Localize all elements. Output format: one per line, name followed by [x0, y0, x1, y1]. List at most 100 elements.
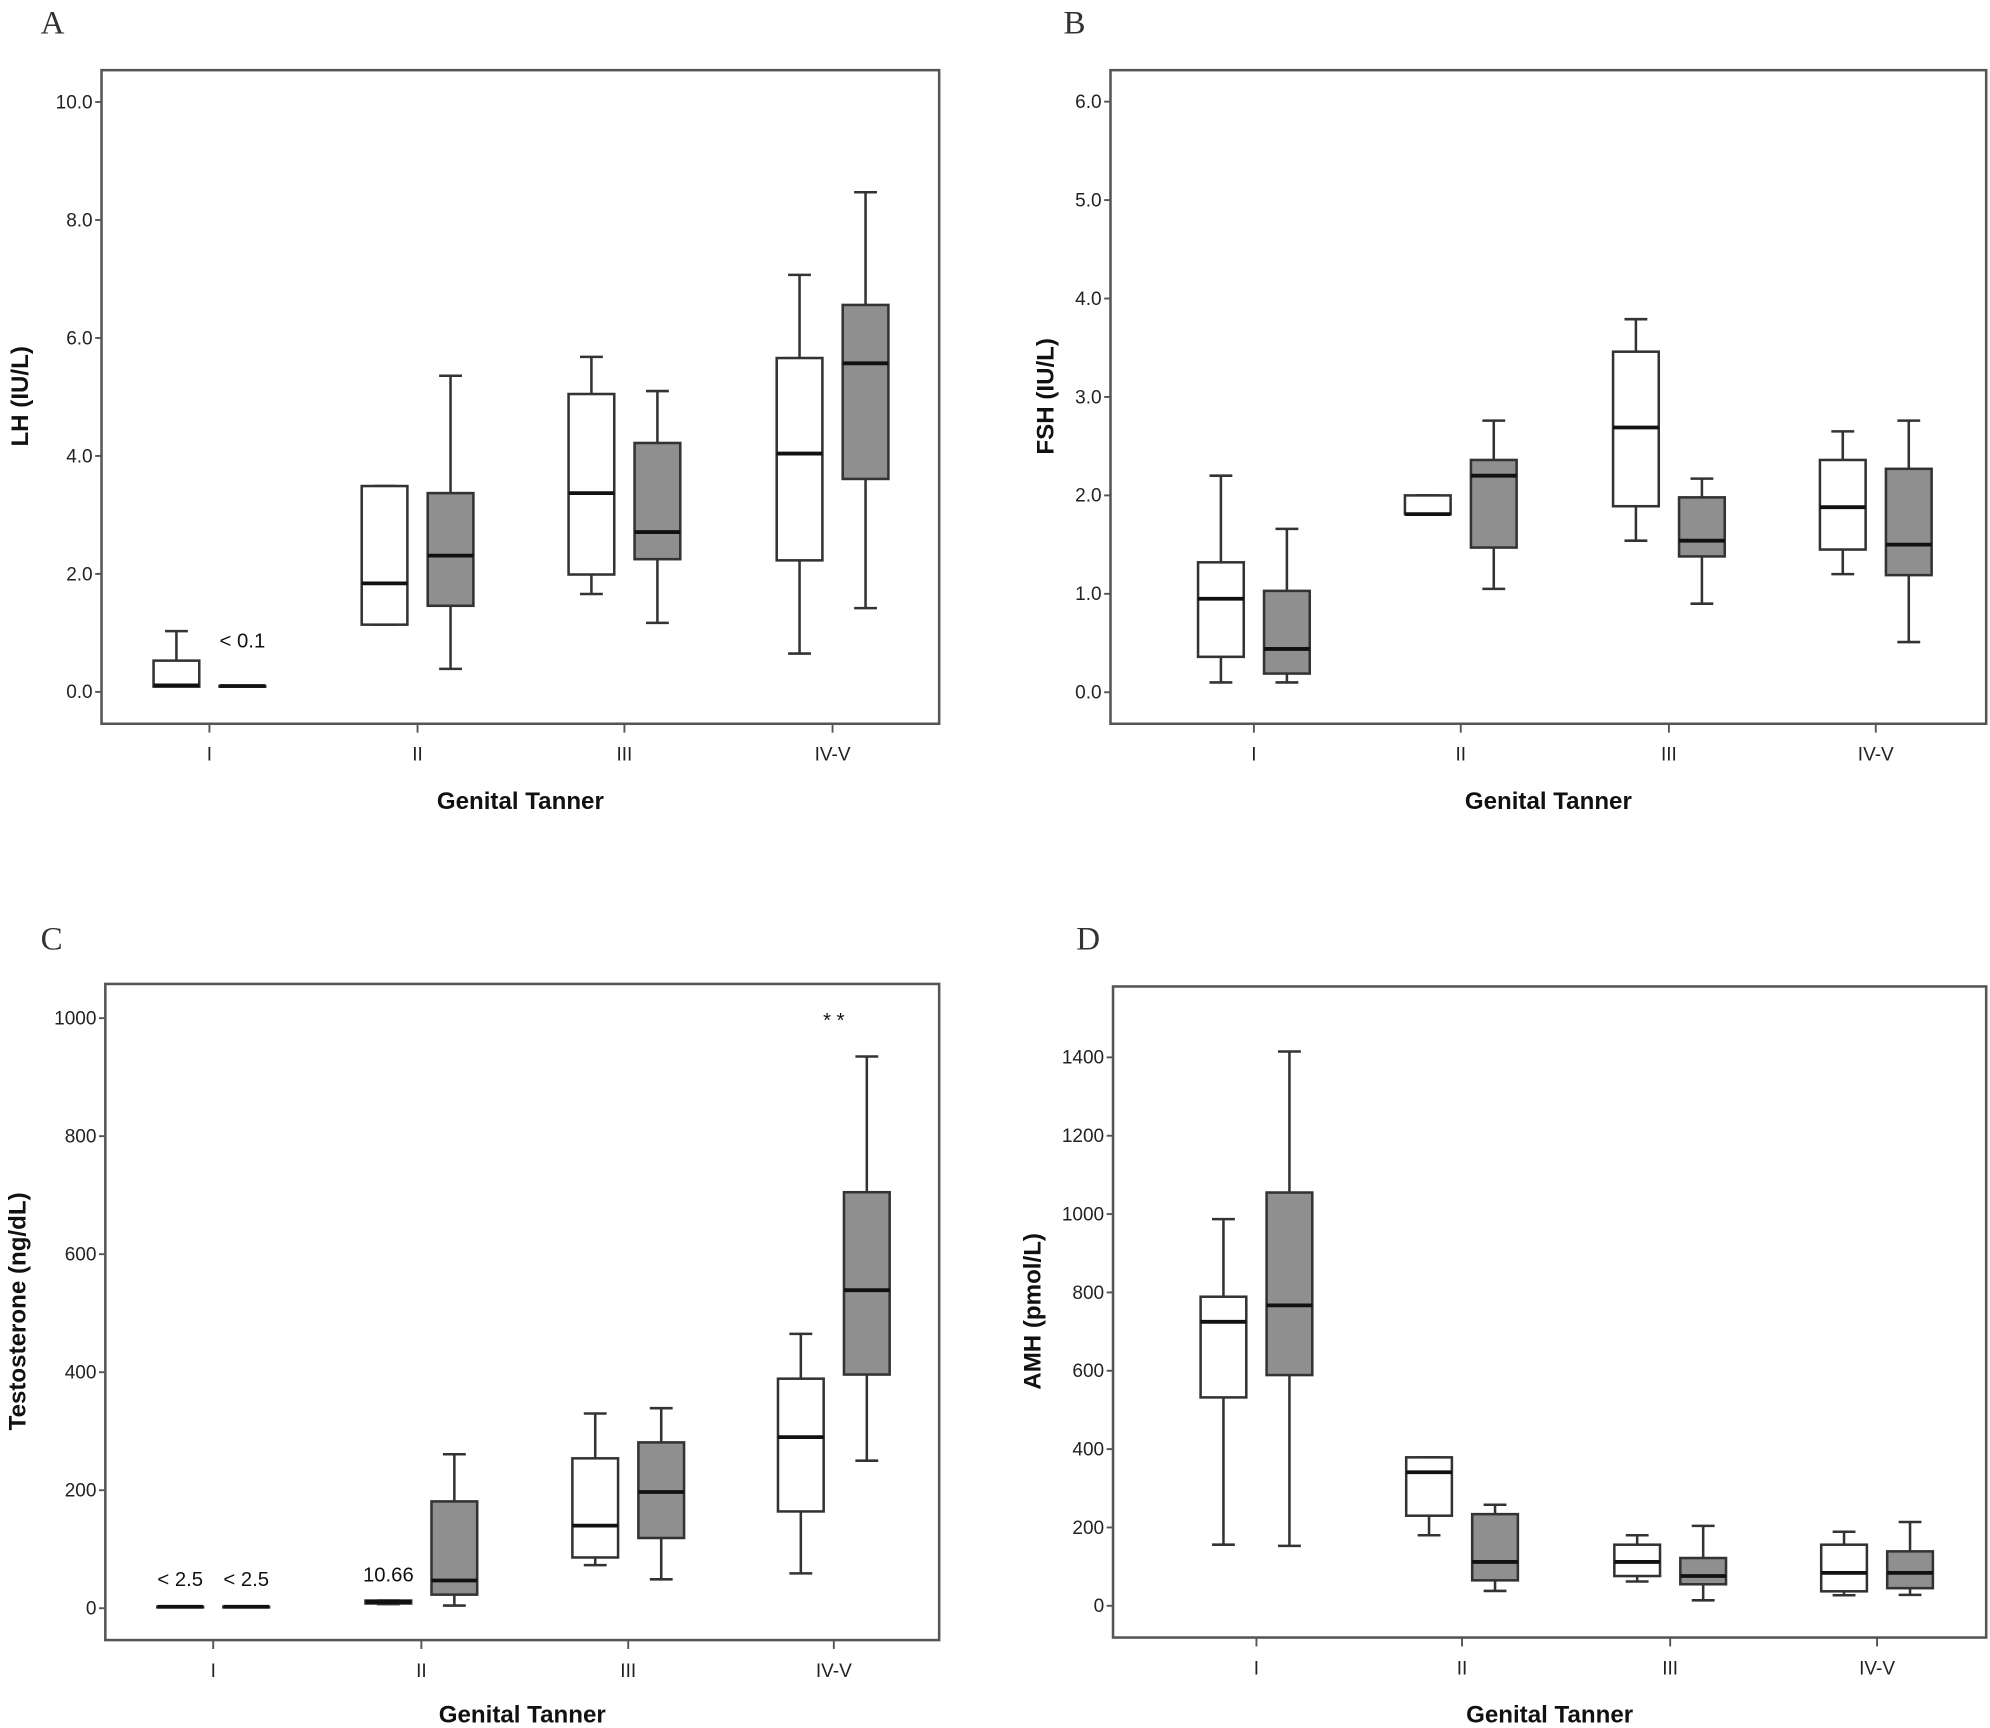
- annotation: 10.66: [363, 1565, 414, 1587]
- plot-frame: [1111, 985, 1988, 1639]
- box-iqr: [360, 484, 409, 626]
- x-tick-label: I: [207, 745, 212, 766]
- box-III-white: [1613, 1534, 1662, 1583]
- box-IV-V-gray: [1885, 1520, 1935, 1597]
- box-iqr: [1403, 494, 1452, 516]
- y-tick-label: 0: [1094, 1596, 1105, 1617]
- y-tick-label: 400: [65, 1363, 97, 1384]
- x-tick-label: II: [412, 745, 423, 766]
- box-iqr: [1470, 1512, 1520, 1582]
- box-I-white: [1199, 1217, 1248, 1546]
- y-axis-label: FSH (IU/L): [1032, 338, 1059, 455]
- box-II-white: [360, 484, 409, 626]
- box-II-gray: [1469, 419, 1518, 591]
- box-iqr: [775, 356, 824, 562]
- box-iqr: [1469, 458, 1518, 549]
- x-tick-label: I: [211, 1661, 216, 1682]
- y-tick-label: 600: [1072, 1361, 1104, 1382]
- box-iqr: [152, 659, 201, 688]
- box-IV-V-white: [775, 273, 824, 655]
- y-tick-label: 600: [65, 1245, 97, 1266]
- box-iqr: [1679, 1556, 1728, 1586]
- y-tick-label: 4.0: [1075, 289, 1101, 310]
- y-axis-label: LH (IU/L): [7, 346, 34, 446]
- x-tick-label: III: [616, 745, 632, 766]
- box-iqr: [1677, 496, 1727, 558]
- y-tick-label: 0: [86, 1599, 97, 1620]
- box-III-gray: [1677, 477, 1727, 605]
- x-tick-label: IV-V: [816, 1661, 852, 1682]
- x-tick-label: II: [416, 1661, 427, 1682]
- box-iqr: [1199, 1295, 1248, 1399]
- y-axis-label: Testosterone (ng/dL): [4, 1192, 31, 1430]
- x-axis-label: Genital Tanner: [439, 1702, 607, 1728]
- box-IV-V-white: [1819, 1530, 1869, 1597]
- annotation: < 2.5: [223, 1569, 269, 1591]
- box-I-gray: [1265, 1050, 1314, 1548]
- panel-label-a: A: [41, 5, 65, 41]
- box-iqr: [841, 303, 890, 481]
- box-iqr: [633, 441, 682, 561]
- panel-label-d: D: [1076, 922, 1100, 958]
- box-IV-V-gray: [842, 1055, 891, 1462]
- box-iqr: [1265, 1191, 1314, 1377]
- y-tick-label: 8.0: [66, 210, 92, 231]
- box-II-gray: [1470, 1503, 1520, 1593]
- box-III-white: [1611, 317, 1661, 542]
- x-axis-label: Genital Tanner: [1465, 788, 1633, 815]
- y-tick-label: 1200: [1062, 1126, 1104, 1147]
- box-I-white: [156, 1604, 205, 1609]
- box-III-white: [571, 1412, 620, 1567]
- x-tick-label: II: [1455, 745, 1466, 766]
- box-iqr: [1196, 561, 1246, 659]
- box-iqr: [842, 1190, 891, 1376]
- annotation: < 0.1: [220, 631, 266, 653]
- panel-label-b: B: [1064, 5, 1086, 41]
- box-iqr: [1819, 1543, 1869, 1593]
- box-III-white: [567, 355, 616, 596]
- annotation: < 2.5: [157, 1569, 203, 1591]
- box-iqr: [1884, 467, 1933, 577]
- box-IV-V-gray: [841, 190, 890, 610]
- x-axis-label: Genital Tanner: [1466, 1702, 1634, 1728]
- x-axis-label: Genital Tanner: [437, 788, 605, 815]
- box-II-gray: [426, 374, 475, 671]
- y-tick-label: 200: [1072, 1518, 1104, 1539]
- box-iqr: [776, 1377, 825, 1513]
- panel-label-c: C: [41, 922, 63, 958]
- y-tick-label: 5.0: [1075, 190, 1101, 211]
- box-I-gray: [218, 684, 267, 688]
- x-tick-label: II: [1457, 1658, 1468, 1679]
- box-iqr: [1818, 458, 1867, 551]
- y-tick-label: 6.0: [66, 328, 92, 349]
- box-IV-V-gray: [1884, 419, 1933, 644]
- box-iqr: [426, 491, 475, 608]
- box-I-gray: [1262, 527, 1312, 684]
- y-tick-label: 400: [1072, 1439, 1104, 1460]
- x-tick-label: IV-V: [1858, 745, 1894, 766]
- y-tick-label: 1.0: [1075, 584, 1101, 605]
- box-I-white: [152, 629, 201, 688]
- y-tick-label: 10.0: [56, 92, 93, 113]
- y-tick-label: 6.0: [1075, 92, 1101, 113]
- box-I-white: [1196, 474, 1246, 684]
- y-tick-label: 2.0: [66, 564, 92, 585]
- y-tick-label: 800: [65, 1127, 97, 1148]
- box-III-gray: [633, 389, 682, 625]
- box-iqr: [1404, 1456, 1454, 1517]
- box-III-gray: [1679, 1524, 1728, 1602]
- y-tick-label: 800: [1072, 1283, 1104, 1304]
- y-tick-label: 1000: [54, 1009, 96, 1030]
- plot-frame: [100, 68, 941, 726]
- y-tick-label: 200: [65, 1481, 97, 1502]
- y-tick-label: 1000: [1062, 1204, 1104, 1225]
- x-tick-label: I: [1251, 745, 1256, 766]
- y-tick-label: 3.0: [1075, 387, 1101, 408]
- box-II-white: [1403, 494, 1452, 516]
- box-iqr: [567, 392, 616, 576]
- box-iqr: [1885, 1550, 1935, 1590]
- box-I-gray: [222, 1604, 271, 1609]
